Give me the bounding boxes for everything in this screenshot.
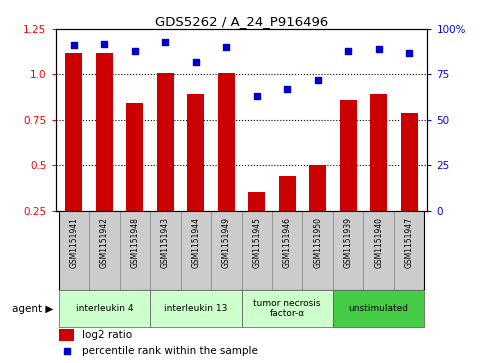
Text: GSM1151942: GSM1151942 — [100, 217, 109, 268]
Bar — [340, 100, 356, 211]
Bar — [242, 211, 272, 290]
Point — [344, 48, 352, 54]
Text: GSM1151945: GSM1151945 — [252, 217, 261, 268]
Point — [314, 77, 322, 83]
Text: interleukin 4: interleukin 4 — [75, 304, 133, 313]
Bar — [96, 53, 113, 211]
Bar — [59, 329, 74, 341]
Bar — [242, 290, 333, 327]
Bar — [181, 211, 211, 290]
Bar — [401, 113, 417, 211]
Point — [375, 46, 383, 52]
Bar — [248, 192, 265, 211]
Bar — [211, 211, 242, 290]
Text: tumor necrosis
factor-α: tumor necrosis factor-α — [254, 299, 321, 318]
Bar — [66, 53, 82, 211]
Point — [100, 41, 108, 46]
Bar — [363, 211, 394, 290]
Bar — [58, 290, 150, 327]
Text: percentile rank within the sample: percentile rank within the sample — [82, 346, 257, 356]
Bar — [309, 165, 326, 211]
Text: GSM1151944: GSM1151944 — [191, 217, 200, 268]
Point — [161, 39, 169, 45]
Bar — [120, 211, 150, 290]
Title: GDS5262 / A_24_P916496: GDS5262 / A_24_P916496 — [155, 15, 328, 28]
Text: unstimulated: unstimulated — [349, 304, 409, 313]
Bar — [272, 211, 302, 290]
Text: log2 ratio: log2 ratio — [82, 330, 132, 340]
Bar — [127, 103, 143, 211]
Point — [70, 42, 78, 48]
Point — [253, 93, 261, 99]
Bar — [157, 73, 174, 211]
Text: GSM1151946: GSM1151946 — [283, 217, 292, 268]
Text: GSM1151947: GSM1151947 — [405, 217, 413, 268]
Text: GSM1151941: GSM1151941 — [70, 217, 78, 268]
Text: GSM1151940: GSM1151940 — [374, 217, 383, 268]
Bar — [333, 211, 363, 290]
Bar — [150, 211, 181, 290]
Point — [339, 266, 347, 272]
Point — [131, 48, 139, 54]
Bar — [302, 211, 333, 290]
Bar — [218, 73, 235, 211]
Text: GSM1151939: GSM1151939 — [344, 217, 353, 268]
Bar — [394, 211, 425, 290]
Text: agent ▶: agent ▶ — [12, 303, 53, 314]
Point — [192, 59, 199, 65]
Bar — [187, 94, 204, 211]
Bar — [370, 94, 387, 211]
Bar — [89, 211, 120, 290]
Bar — [58, 211, 89, 290]
Text: GSM1151943: GSM1151943 — [161, 217, 170, 268]
Text: GSM1151950: GSM1151950 — [313, 217, 322, 268]
Text: interleukin 13: interleukin 13 — [164, 304, 227, 313]
Point — [284, 86, 291, 92]
Bar — [333, 290, 425, 327]
Point — [222, 44, 230, 50]
Bar — [279, 176, 296, 211]
Bar — [150, 290, 242, 327]
Text: GSM1151948: GSM1151948 — [130, 217, 139, 268]
Text: GSM1151949: GSM1151949 — [222, 217, 231, 268]
Point — [405, 50, 413, 56]
